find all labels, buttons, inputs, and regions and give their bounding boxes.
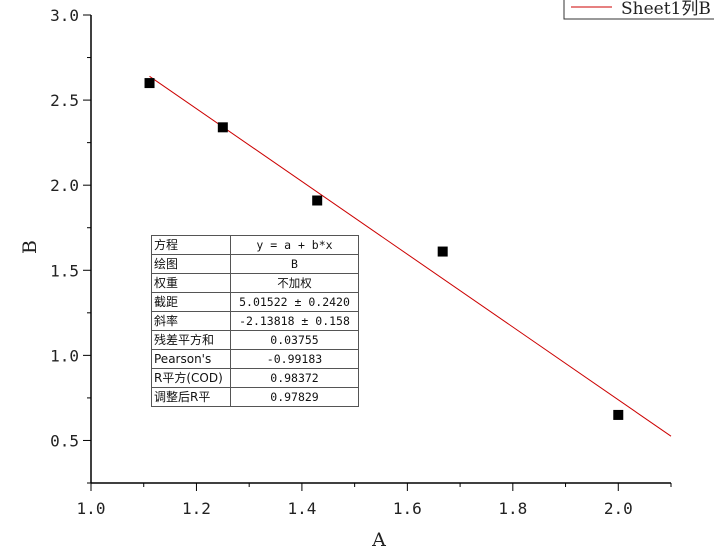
- data-point: [312, 195, 323, 206]
- data-point: [437, 246, 448, 257]
- data-point: [144, 78, 155, 89]
- fit-table-key: 调整后R平: [151, 387, 231, 407]
- legend-box: [563, 0, 714, 20]
- fit-table-key: 方程: [151, 235, 231, 255]
- x-axis-title: A: [371, 529, 386, 551]
- fit-table-value: 5.01522 ± 0.2420: [230, 292, 359, 312]
- x-tick-label: 2.0: [604, 499, 633, 518]
- data-point: [613, 409, 624, 420]
- y-tick-label: 1.5: [50, 261, 79, 280]
- fit-table-key: 截距: [151, 292, 231, 312]
- x-tick-label: 1.4: [287, 499, 316, 518]
- fit-table-value: B: [230, 254, 359, 274]
- fit-table-value: -0.99183: [230, 349, 359, 369]
- fit-table-row: 截距 5.01522 ± 0.2420: [151, 292, 359, 312]
- y-tick-label: 2.5: [50, 91, 79, 110]
- axes: 1.0 1.2 1.4 1.6 1.8 2.0 0.5 1.0 1.5 2.0 2.5 3.0: [50, 6, 672, 518]
- y-tick-label: 1.0: [50, 346, 79, 365]
- x-tick-label: 1.0: [77, 499, 106, 518]
- fit-table-value: 0.97829: [230, 387, 359, 407]
- fit-table-key: 斜率: [151, 311, 231, 331]
- y-tick-label: 0.5: [50, 431, 79, 450]
- fit-table-value: 0.03755: [230, 330, 359, 350]
- fit-table-row: 斜率 -2.13818 ± 0.158: [151, 311, 359, 331]
- fit-table-key: 权重: [151, 273, 231, 293]
- fit-table-value: -2.13818 ± 0.158: [230, 311, 359, 331]
- x-tick-label: 1.6: [393, 499, 422, 518]
- fit-table-row: Pearson's -0.99183: [151, 349, 359, 369]
- fit-table-row: R平方(COD) 0.98372: [151, 368, 359, 388]
- fit-statistics-table: 方程 y = a + b*x 绘图 B 权重 不加权 截距 5.01522 ± 0.2420 斜…: [151, 235, 359, 407]
- legend-label: Sheet1列B: [621, 0, 711, 19]
- points-layer: [144, 78, 624, 420]
- y-axis-title: B: [19, 240, 41, 254]
- x-tick-label: 1.2: [182, 499, 211, 518]
- fit-line: [149, 75, 672, 437]
- fit-table-key: 残差平方和: [151, 330, 231, 350]
- fit-line-layer: [149, 75, 672, 437]
- x-tick-label: 1.8: [498, 499, 527, 518]
- fit-table-row: 残差平方和 0.03755: [151, 330, 359, 350]
- fit-table-row: 方程 y = a + b*x: [151, 235, 359, 255]
- fit-table-key: R平方(COD): [151, 368, 231, 388]
- data-point: [217, 122, 228, 133]
- fit-table-key: Pearson's: [151, 349, 231, 369]
- y-tick-label: 2.0: [50, 176, 79, 195]
- fit-table-row: 调整后R平 0.97829: [151, 387, 359, 407]
- fit-table-value: 0.98372: [230, 368, 359, 388]
- fit-table-value: y = a + b*x: [230, 235, 359, 255]
- y-tick-label: 3.0: [50, 6, 79, 25]
- fit-table-key: 绘图: [151, 254, 231, 274]
- fit-table-value: 不加权: [230, 273, 359, 293]
- fit-table-row: 绘图 B: [151, 254, 359, 274]
- fit-table-row: 权重 不加权: [151, 273, 359, 293]
- legend: Sheet1列B: [563, 0, 714, 20]
